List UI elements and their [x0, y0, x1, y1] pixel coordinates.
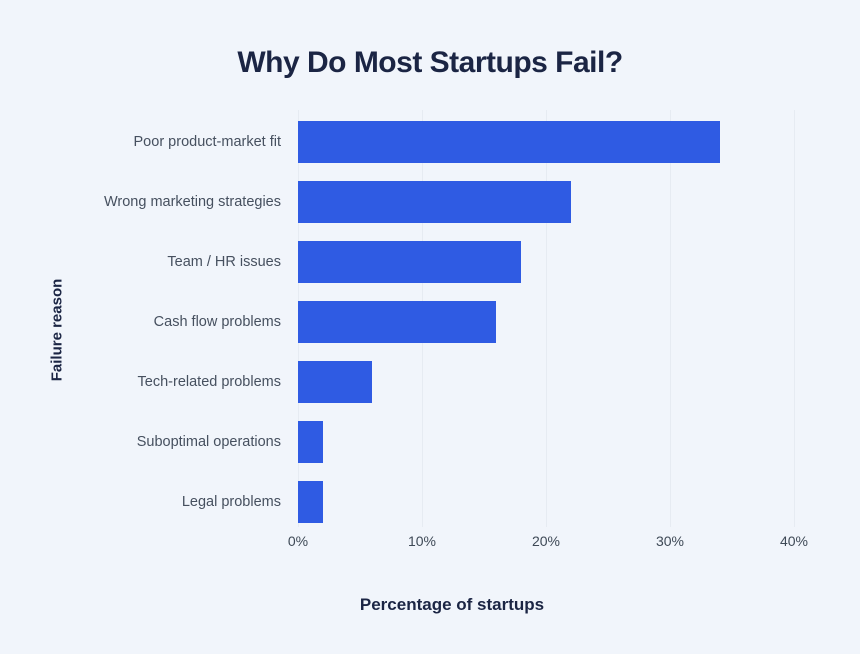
category-label: Team / HR issues — [167, 254, 281, 270]
x-tick-label: 40% — [779, 533, 809, 549]
category-label: Suboptimal operations — [136, 434, 281, 450]
category-label: Cash flow problems — [153, 314, 281, 330]
category-label: Tech-related problems — [137, 374, 281, 390]
gridline — [670, 110, 671, 527]
category-labels: Poor product-market fit Wrong marketing s… — [0, 110, 290, 527]
x-tick-label: 30% — [655, 533, 685, 549]
bar — [298, 181, 571, 223]
x-tick-label: 10% — [407, 533, 437, 549]
category-label: Poor product-market fit — [133, 134, 281, 150]
x-axis-title: Percentage of startups — [359, 595, 545, 614]
x-tick-label: 20% — [531, 533, 561, 549]
x-tick-label: 0% — [287, 533, 309, 549]
bar — [298, 121, 720, 163]
bar — [298, 361, 373, 403]
category-label: Wrong marketing strategies — [103, 194, 281, 210]
gridline — [794, 110, 795, 527]
category-label: Legal problems — [181, 494, 281, 510]
bar — [298, 421, 323, 463]
gridline — [546, 110, 547, 527]
bar — [298, 481, 323, 523]
chart-title: Why Do Most Startups Fail? — [237, 46, 623, 79]
bar — [298, 301, 497, 343]
plot-area — [298, 110, 822, 527]
bar — [298, 241, 522, 283]
